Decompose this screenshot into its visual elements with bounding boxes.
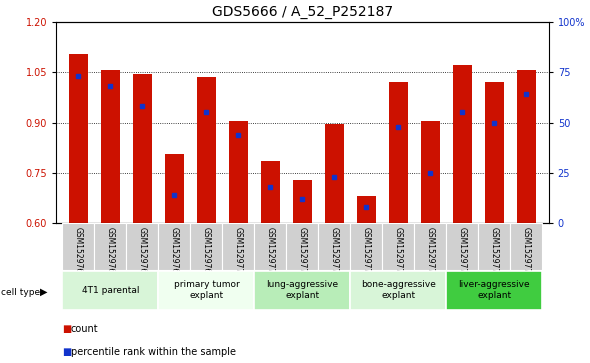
Bar: [510, 223, 542, 270]
Bar: [324, 124, 344, 223]
Bar: [159, 271, 254, 310]
Bar: [222, 223, 254, 270]
Text: GSM1529770: GSM1529770: [234, 227, 243, 278]
Text: GSM1529773: GSM1529773: [330, 227, 339, 278]
Bar: [478, 223, 510, 270]
Bar: [293, 180, 312, 223]
Text: GSM1529766: GSM1529766: [106, 227, 115, 278]
Bar: [453, 65, 472, 223]
Bar: [319, 223, 350, 270]
Bar: [94, 223, 126, 270]
Bar: [101, 70, 120, 223]
Bar: [485, 82, 504, 223]
Text: ▶: ▶: [40, 287, 48, 297]
Bar: [159, 223, 191, 270]
Bar: [350, 223, 382, 270]
Bar: [126, 223, 159, 270]
Text: lung-aggressive
explant: lung-aggressive explant: [266, 280, 339, 301]
Bar: [421, 121, 440, 223]
Text: GSM1529775: GSM1529775: [394, 227, 403, 278]
Text: GSM1529772: GSM1529772: [298, 227, 307, 278]
Text: bone-aggressive
explant: bone-aggressive explant: [361, 280, 436, 301]
Text: count: count: [71, 323, 99, 334]
Bar: [414, 223, 446, 270]
Bar: [191, 223, 222, 270]
Text: GSM1529769: GSM1529769: [202, 227, 211, 278]
Text: ■: ■: [62, 323, 71, 334]
Text: 4T1 parental: 4T1 parental: [81, 286, 139, 295]
Text: percentile rank within the sample: percentile rank within the sample: [71, 347, 236, 357]
Bar: [197, 77, 216, 223]
Bar: [229, 121, 248, 223]
Bar: [165, 154, 184, 223]
Bar: [446, 271, 542, 310]
Bar: [69, 54, 88, 223]
Text: GSM1529768: GSM1529768: [170, 227, 179, 278]
Bar: [389, 82, 408, 223]
Title: GDS5666 / A_52_P252187: GDS5666 / A_52_P252187: [212, 5, 393, 19]
Bar: [286, 223, 319, 270]
Text: GSM1529765: GSM1529765: [74, 227, 83, 278]
Bar: [63, 271, 159, 310]
Bar: [133, 74, 152, 223]
Text: GSM1529779: GSM1529779: [522, 227, 531, 278]
Text: cell type: cell type: [1, 288, 40, 297]
Text: GSM1529774: GSM1529774: [362, 227, 371, 278]
Bar: [382, 223, 414, 270]
Text: primary tumor
explant: primary tumor explant: [173, 280, 240, 301]
Text: GSM1529776: GSM1529776: [426, 227, 435, 278]
Text: GSM1529771: GSM1529771: [266, 227, 275, 278]
Text: GSM1529777: GSM1529777: [458, 227, 467, 278]
Bar: [63, 223, 94, 270]
Bar: [517, 70, 536, 223]
Text: liver-aggressive
explant: liver-aggressive explant: [458, 280, 530, 301]
Text: GSM1529778: GSM1529778: [490, 227, 499, 278]
Bar: [254, 271, 350, 310]
Bar: [357, 196, 376, 223]
Bar: [261, 161, 280, 223]
Bar: [350, 271, 446, 310]
Text: GSM1529767: GSM1529767: [138, 227, 147, 278]
Bar: [446, 223, 478, 270]
Text: ■: ■: [62, 347, 71, 357]
Bar: [254, 223, 286, 270]
